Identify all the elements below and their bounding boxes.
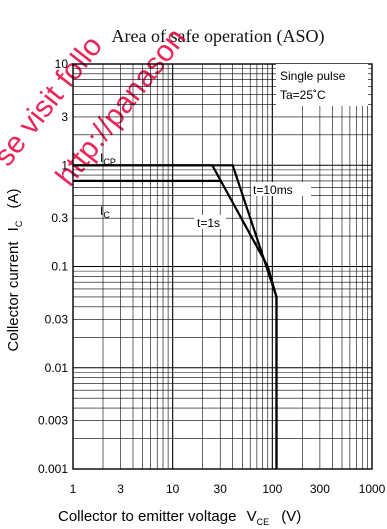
y-tick-label: 0.01 (45, 361, 69, 375)
y-tick-label: 0.001 (38, 462, 68, 476)
y-tick-label: 1 (61, 158, 68, 172)
annotation-icp-subscript: CP (103, 157, 116, 167)
data-series (73, 164, 278, 469)
y-tick-label: 0.03 (45, 312, 69, 326)
chart-title: Area of safe operation (ASO) (112, 26, 325, 47)
y-tick-label: 0.003 (38, 414, 68, 428)
y-axis-label-symbol: I (5, 227, 22, 231)
x-tick-label: 100 (262, 482, 282, 496)
annotation-ic: IC (100, 204, 110, 220)
x-tick-label: 3 (117, 482, 124, 496)
y-axis-label: Collector current IC (A) (5, 188, 26, 351)
y-tick-label: 3 (61, 110, 68, 124)
annotations: ICP IC t=10ms t=1s (100, 151, 311, 230)
annotation-icp-symbol: I (100, 151, 103, 165)
label-10ms-bg (251, 182, 311, 196)
x-axis-label-main: Collector to emitter voltage (58, 508, 236, 525)
annotation-icp: ICP (100, 151, 116, 167)
y-axis-label-subscript: C (14, 220, 24, 227)
x-tick-label: 1 (70, 482, 77, 496)
annotation-t-1s: t=1s (197, 216, 220, 230)
x-tick-label: 1000 (359, 482, 386, 496)
label-1s-bg (194, 215, 226, 229)
series-line-2 (73, 164, 278, 469)
y-tick-label: 10 (55, 57, 69, 71)
conditions-box (276, 64, 368, 106)
x-tick-label: 10 (166, 482, 180, 496)
x-tick-labels: 1 3 10 30 100 300 1000 (70, 482, 386, 496)
y-axis-label-unit: (A) (5, 188, 22, 208)
y-axis-label-main: Collector current (5, 241, 22, 352)
x-axis-label-symbol: V (247, 508, 257, 525)
x-axis-label-subscript: CE (257, 517, 270, 527)
y-tick-labels: 0.001 0.003 0.01 0.03 0.1 0.3 1 3 10 (38, 57, 68, 476)
x-tick-label: 30 (214, 482, 228, 496)
x-axis-label-unit: (V) (281, 508, 301, 525)
condition-temperature: Ta=25˚C (280, 88, 326, 102)
annotation-t-10ms: t=10ms (253, 183, 293, 197)
y-tick-label: 0.1 (51, 260, 68, 274)
y-tick-label: 0.3 (51, 211, 68, 225)
plot-frame (72, 63, 373, 470)
annotation-ic-subscript: C (103, 210, 110, 220)
annotation-ic-symbol: I (100, 204, 103, 218)
x-axis-label: Collector to emitter voltage VCE (V) (58, 508, 301, 529)
x-tick-label: 300 (310, 482, 330, 496)
condition-pulse: Single pulse (280, 69, 346, 83)
